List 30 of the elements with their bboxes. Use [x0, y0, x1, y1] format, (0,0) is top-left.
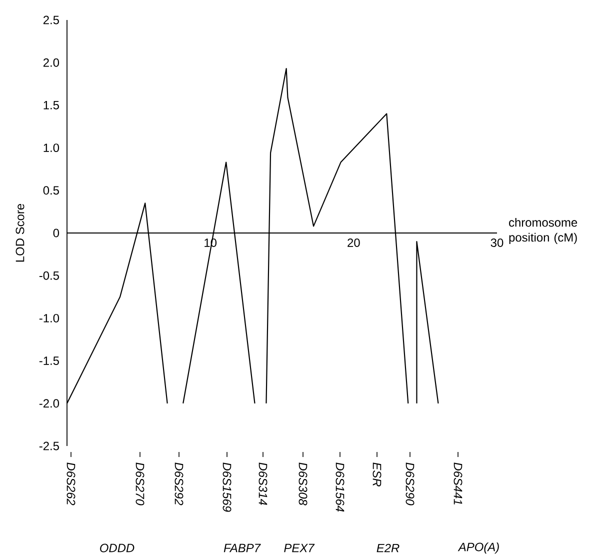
y-tick-label: 2.0 [43, 58, 60, 67]
text: ESR [372, 462, 382, 486]
y-tick-label: -0.5 [39, 271, 59, 280]
text: D6S290 [406, 462, 414, 506]
text: APO(A) [458, 542, 499, 554]
y-tick-label: -1.5 [39, 356, 59, 365]
y-tick-label: 0.5 [43, 186, 59, 195]
y-tick-label: -2.0 [39, 399, 60, 408]
y-tick-label: 0 [53, 228, 60, 238]
x-tick-label: 20 [348, 238, 360, 247]
y-tick-label: -2.5 [39, 442, 59, 450]
text: ODDD [100, 544, 134, 552]
y-tick-label: 1.0 [44, 144, 60, 152]
text: E2R [376, 544, 400, 552]
x-tick-label: 30 [490, 238, 504, 247]
y-tick-label: 1.5 [44, 101, 59, 110]
y-tick-label: -1.0 [39, 314, 60, 322]
text: D6S308 [298, 462, 308, 506]
text: D6S1564 [336, 462, 344, 512]
text: FABP7 [224, 544, 261, 552]
text: D6S314 [258, 462, 268, 505]
x-axis-title: chromosome position (cM) [509, 218, 578, 244]
y-tick-label: 2.5 [43, 16, 59, 24]
text: PEX7 [284, 544, 315, 552]
text: D6S262 [66, 462, 76, 506]
text: D6S270 [136, 462, 144, 506]
text: D6S1569 [222, 462, 232, 512]
y-axis-title: LOD Score [16, 204, 24, 262]
text: D6S292 [174, 462, 184, 506]
text: D6S441 [454, 462, 462, 504]
